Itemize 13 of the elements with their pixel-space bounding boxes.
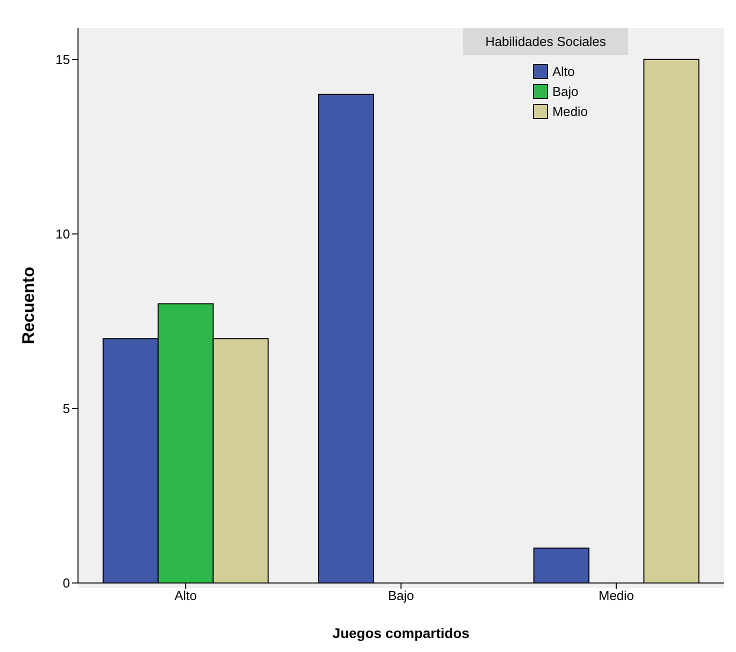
legend-label: Bajo (551, 82, 580, 101)
x-tick-label: Alto (174, 588, 197, 604)
legend-label: Alto (551, 62, 576, 80)
legend-label: Medio (551, 102, 589, 120)
y-tick-label: 5 (62, 401, 70, 416)
y-tick-label: 15 (56, 52, 70, 68)
x-axis-title: Juegos compartidos (332, 625, 470, 641)
y-axis-title: Recuento (19, 266, 38, 344)
y-tick-label: 10 (56, 226, 70, 242)
x-tick-label: Medio (598, 588, 634, 604)
x-tick-label: Bajo (388, 588, 414, 604)
y-tick-label: 0 (62, 576, 70, 591)
legend-title-box: Habilidades Sociales (463, 28, 628, 55)
